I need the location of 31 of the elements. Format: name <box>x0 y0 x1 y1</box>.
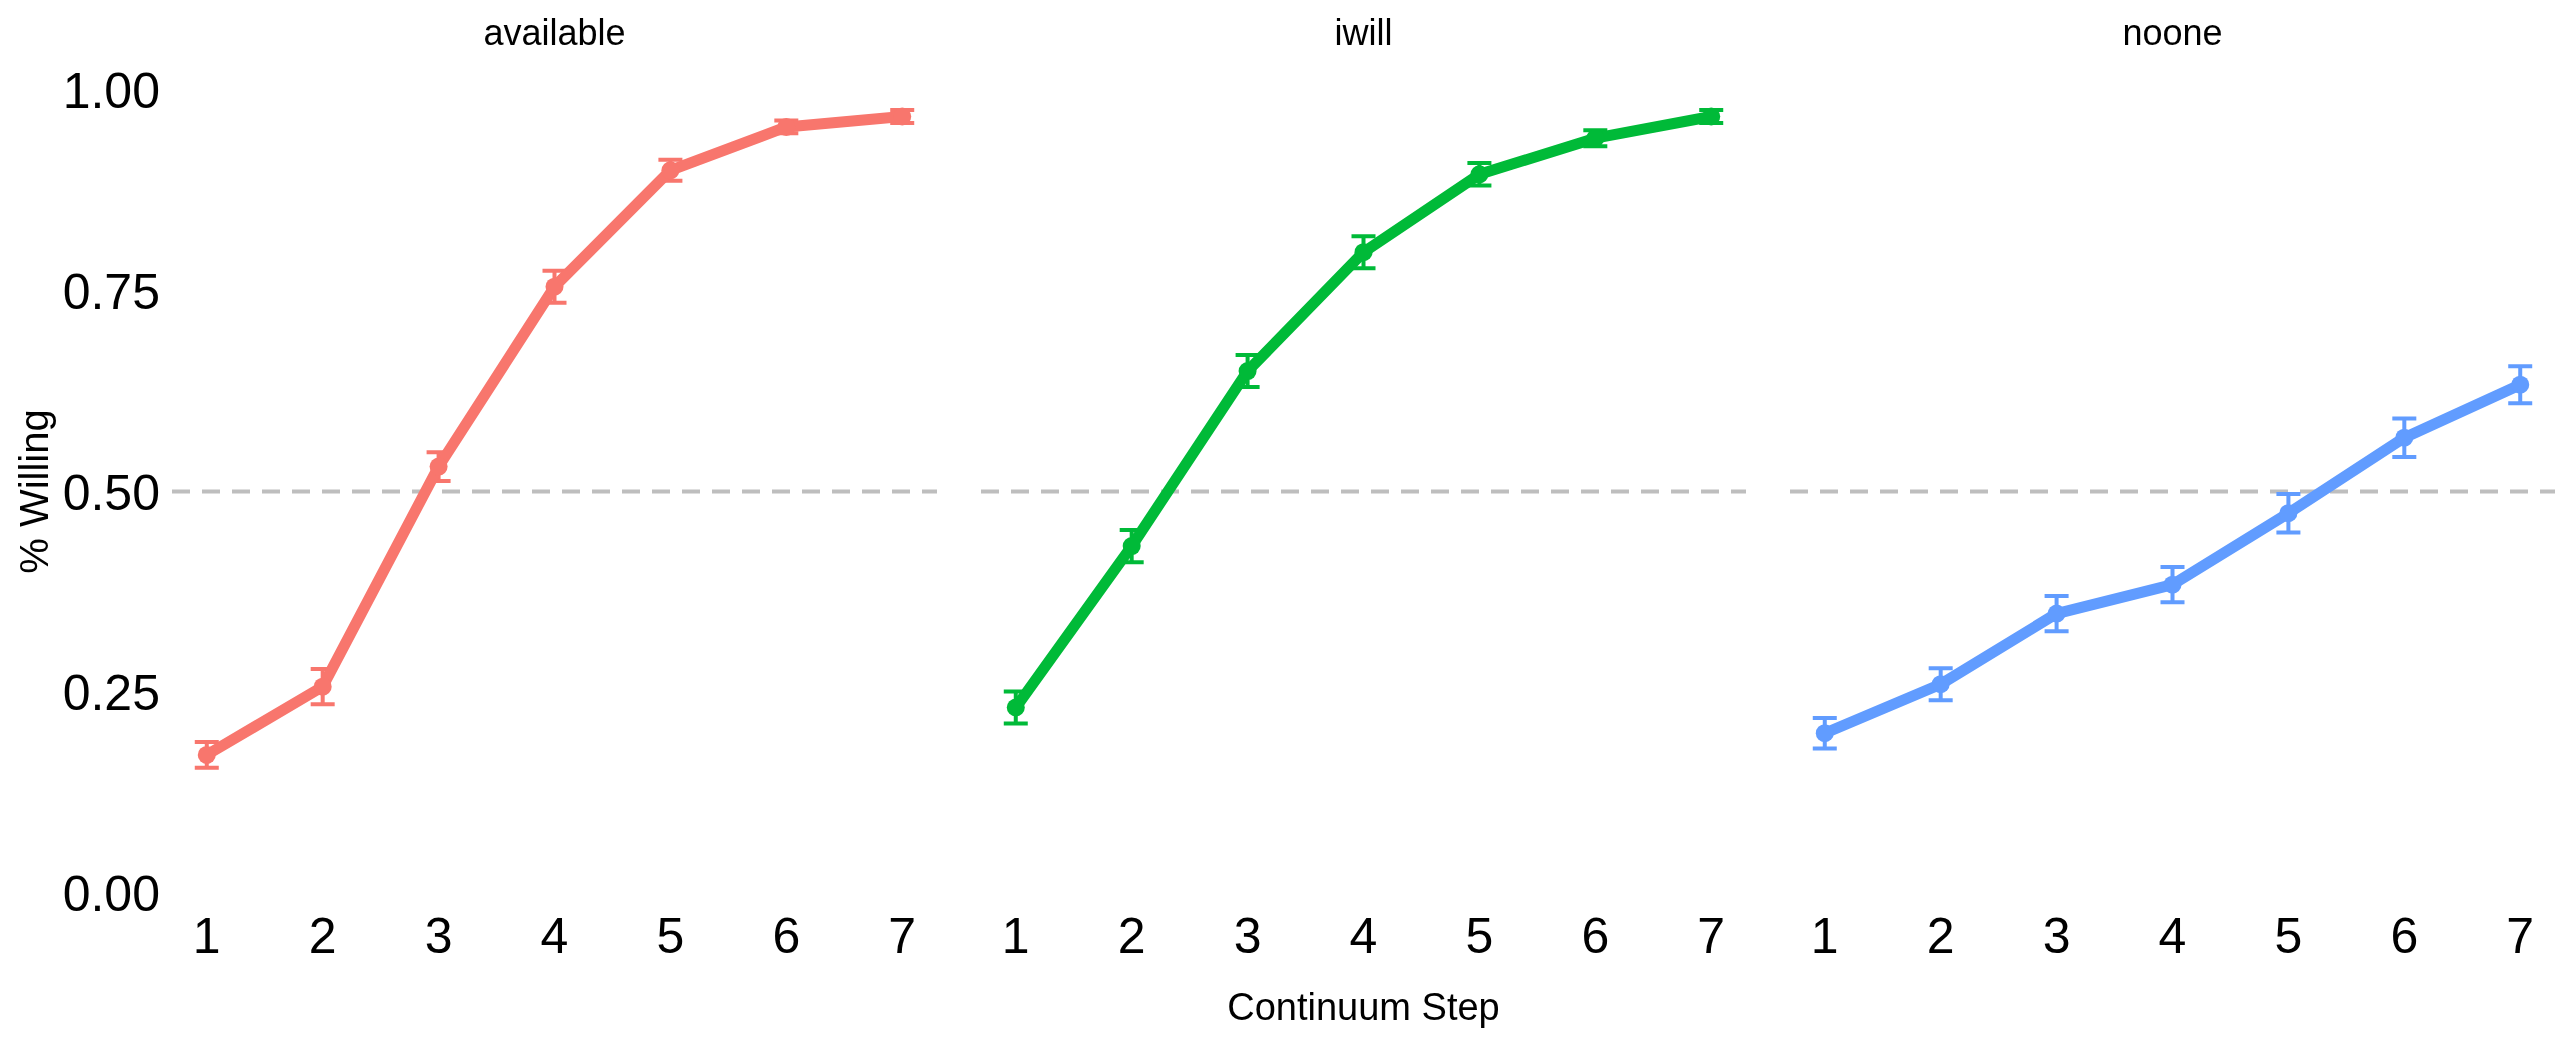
x-tick-label: 2 <box>308 908 337 964</box>
x-tick-label: 2 <box>1926 908 1955 964</box>
x-tick-label: 5 <box>2274 908 2303 964</box>
y-tick-label: 0.00 <box>62 866 160 922</box>
x-tick-label: 7 <box>1697 908 1726 964</box>
chart-title: iwill <box>1334 12 1393 53</box>
x-tick-label: 1 <box>1810 908 1839 964</box>
x-axis-title: Continuum Step <box>1227 986 1500 1028</box>
y-tick-label: 0.75 <box>62 263 160 320</box>
x-tick-label: 2 <box>1117 908 1146 964</box>
x-tick-label: 6 <box>2390 908 2419 964</box>
y-tick-label: 0.25 <box>62 665 160 722</box>
x-tick-label: 7 <box>888 908 917 964</box>
x-tick-label: 1 <box>1001 908 1030 964</box>
x-tick-label: 3 <box>1233 908 1262 964</box>
x-tick-label: 4 <box>540 908 569 964</box>
x-tick-label: 6 <box>772 908 801 964</box>
x-tick-label: 6 <box>1581 908 1610 964</box>
chart-title: available <box>483 12 626 53</box>
x-tick-label: 3 <box>424 908 453 964</box>
x-tick-label: 5 <box>656 908 685 964</box>
x-tick-label: 4 <box>2158 908 2187 964</box>
y-axis-title: % Willing <box>12 409 56 574</box>
chart-title: noone <box>2122 12 2223 53</box>
x-tick-label: 5 <box>1465 908 1494 964</box>
y-tick-label: 1.00 <box>62 63 160 119</box>
y-tick-label: 0.50 <box>62 464 160 521</box>
x-tick-label: 4 <box>1349 908 1378 964</box>
x-tick-label: 1 <box>192 908 221 964</box>
x-tick-label: 7 <box>2506 908 2535 964</box>
x-tick-label: 3 <box>2042 908 2071 964</box>
